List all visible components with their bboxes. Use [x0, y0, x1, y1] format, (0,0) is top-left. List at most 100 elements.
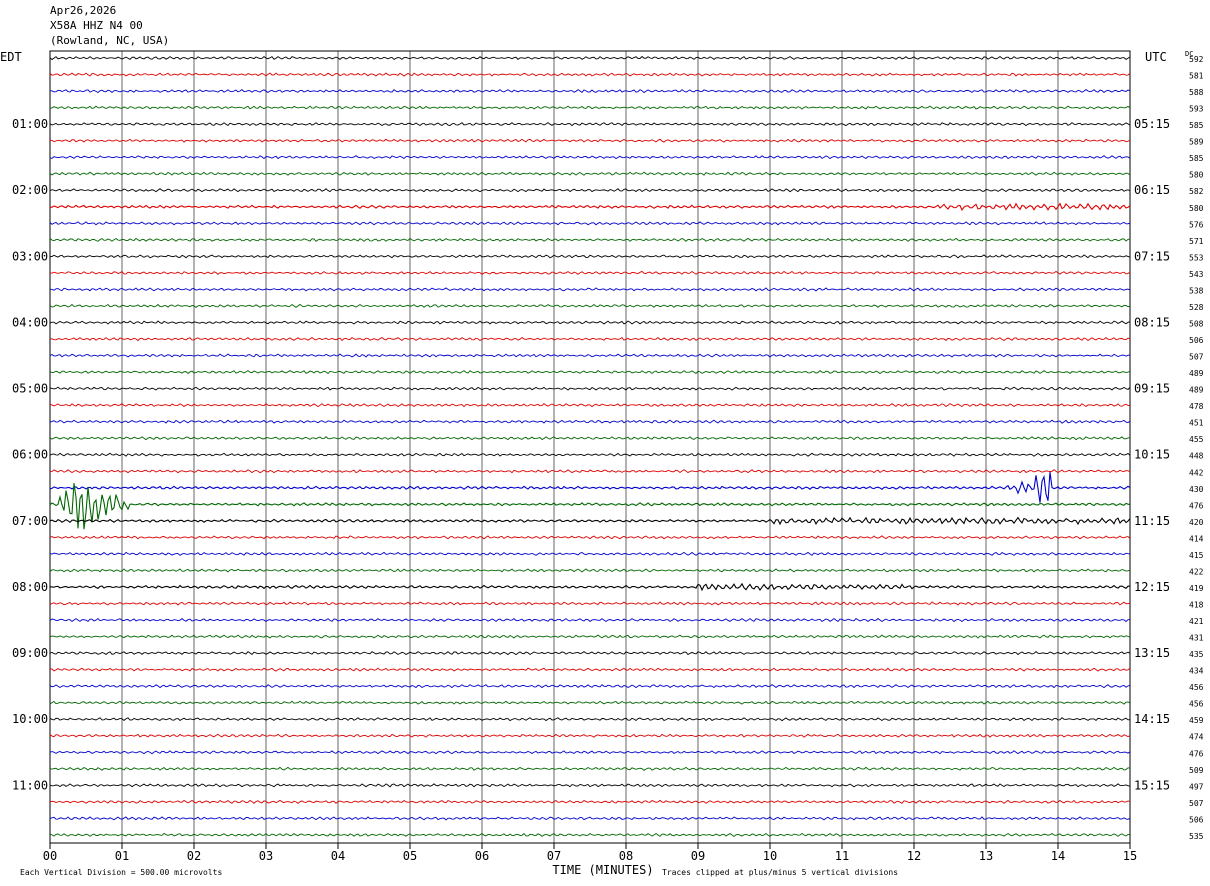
header-station: X58A HHZ N4 00 [50, 19, 143, 32]
right-hour-label: 09:15 [1134, 382, 1170, 396]
left-hour-label: 06:00 [12, 448, 48, 462]
dc-offset-label: 553 [1189, 253, 1204, 262]
plot-frame [49, 50, 1131, 844]
dc-offset-label: 421 [1189, 617, 1204, 626]
trace-23 [49, 436, 1131, 441]
dc-offset-label: 593 [1189, 105, 1204, 114]
dc-offset-label: 476 [1189, 501, 1204, 510]
dc-offset-label: 507 [1189, 799, 1204, 808]
dc-offset-label: 419 [1189, 584, 1204, 593]
dc-offset-label: 451 [1189, 419, 1204, 428]
x-tick-label: 00 [43, 849, 57, 863]
x-tick-label: 01 [115, 849, 129, 863]
x-tick-label: 07 [547, 849, 561, 863]
right-hour-label: 08:15 [1134, 315, 1170, 329]
x-tick-label: 15 [1123, 849, 1137, 863]
right-hour-label: 06:15 [1134, 183, 1170, 197]
left-hour-label: 11:00 [12, 778, 48, 792]
dc-offset-label: 576 [1189, 220, 1204, 229]
dc-offset-label: 435 [1189, 650, 1204, 659]
dc-offset-label: 528 [1189, 303, 1204, 312]
trace-0 [49, 55, 1131, 61]
x-tick-label: 14 [1051, 849, 1065, 863]
dc-offset-label: 509 [1189, 766, 1204, 775]
trace-35 [49, 634, 1131, 639]
dc-offset-label: 434 [1189, 667, 1204, 676]
trace-41 [49, 733, 1131, 738]
trace-20 [49, 386, 1131, 391]
trace-43 [49, 766, 1131, 771]
dc-header-label: DC [1185, 50, 1193, 58]
trace-10 [49, 221, 1131, 226]
dc-offset-label: 456 [1189, 700, 1204, 709]
right-hour-label: 15:15 [1134, 778, 1170, 792]
trace-38 [49, 684, 1131, 689]
dc-offset-label: 581 [1189, 72, 1204, 81]
dc-offset-label: 585 [1189, 154, 1204, 163]
dc-offset-label: 589 [1189, 138, 1204, 147]
dc-offset-label: 543 [1189, 270, 1204, 279]
trace-2 [49, 89, 1131, 94]
dc-offset-label: 571 [1189, 237, 1204, 246]
clip-note: Traces clipped at plus/minus 5 vertical … [662, 868, 898, 877]
trace-14 [49, 287, 1131, 292]
x-tick-label: 13 [979, 849, 993, 863]
dc-offset-label: 497 [1189, 782, 1204, 791]
trace-24 [49, 452, 1131, 457]
x-tick-label: 06 [475, 849, 489, 863]
dc-offset-label: 535 [1189, 832, 1204, 841]
dc-offset-label: 538 [1189, 286, 1204, 295]
left-hour-label: 07:00 [12, 514, 48, 528]
dc-offset-label: 448 [1189, 452, 1204, 461]
trace-6 [49, 155, 1131, 160]
trace-27 [49, 483, 1131, 530]
trace-5 [49, 138, 1131, 143]
x-axis-title: TIME (MINUTES) [552, 863, 653, 877]
right-hour-label: 07:15 [1134, 249, 1170, 263]
trace-46 [49, 816, 1131, 821]
dc-offset-label: 455 [1189, 435, 1204, 444]
left-hour-label: 04:00 [12, 315, 48, 329]
right-hour-label: 11:15 [1134, 514, 1170, 528]
trace-7 [49, 171, 1131, 176]
dc-offset-label: 456 [1189, 683, 1204, 692]
trace-3 [49, 105, 1131, 110]
trace-37 [49, 667, 1131, 672]
dc-offset-label: 585 [1189, 121, 1204, 130]
trace-28 [49, 516, 1131, 526]
left-timezone-label: EDT [0, 50, 22, 64]
trace-22 [49, 419, 1131, 424]
trace-44 [49, 783, 1131, 788]
trace-29 [49, 535, 1131, 540]
trace-25 [49, 469, 1131, 474]
left-hour-label: 10:00 [12, 712, 48, 726]
left-hour-label: 01:00 [12, 117, 48, 131]
trace-21 [49, 403, 1131, 408]
dc-offset-label: 422 [1189, 567, 1204, 576]
dc-offset-label: 430 [1189, 485, 1204, 494]
x-tick-label: 12 [907, 849, 921, 863]
trace-4 [49, 122, 1131, 127]
trace-40 [49, 717, 1131, 722]
x-tick-label: 11 [835, 849, 849, 863]
x-tick-label: 08 [619, 849, 633, 863]
trace-32 [49, 582, 1131, 592]
trace-17 [49, 336, 1131, 342]
trace-12 [49, 254, 1131, 259]
dc-offset-label: 459 [1189, 716, 1204, 725]
trace-26 [49, 471, 1131, 503]
trace-18 [49, 353, 1131, 358]
trace-8 [49, 188, 1131, 193]
trace-39 [49, 700, 1131, 705]
dc-offset-label: 478 [1189, 402, 1204, 411]
left-hour-label: 08:00 [12, 580, 48, 594]
trace-30 [49, 551, 1131, 556]
trace-31 [49, 568, 1131, 573]
x-tick-label: 02 [187, 849, 201, 863]
right-hour-label: 13:15 [1134, 646, 1170, 660]
left-hour-label: 02:00 [12, 183, 48, 197]
left-hour-label: 05:00 [12, 382, 48, 396]
x-tick-label: 05 [403, 849, 417, 863]
dc-offset-label: 588 [1189, 88, 1204, 97]
